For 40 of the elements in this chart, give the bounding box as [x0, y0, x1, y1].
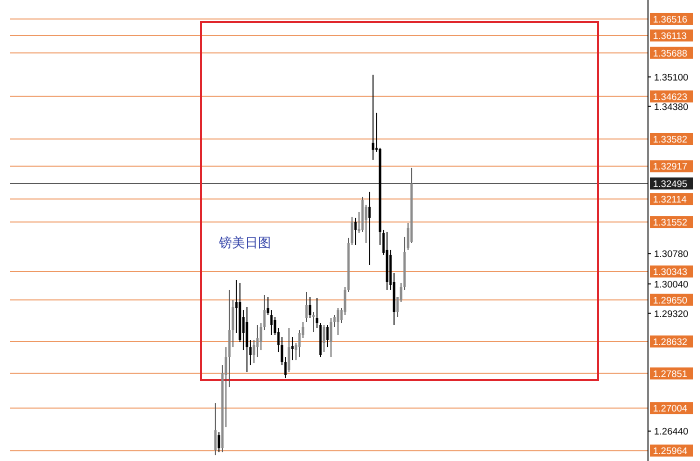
y-tick-label: 1.34380	[654, 102, 688, 113]
y-tick-label: 1.26440	[654, 426, 688, 438]
ref-line-label: 1.30343	[653, 266, 688, 278]
ref-label: 1.30343	[650, 265, 693, 278]
ref-line-label: 1.31552	[653, 218, 688, 229]
annotation: 镑美日图	[218, 235, 271, 250]
ref-line-label: 1.33582	[653, 134, 688, 146]
ref-label: 1.27851	[650, 367, 693, 380]
ref-label: 1.25964	[650, 444, 693, 458]
ref-line-label: 1.28632	[653, 336, 688, 348]
ref-label: 1.36516	[650, 12, 693, 26]
y-tick-label: 1.29320	[654, 308, 688, 320]
candlestick	[214, 402, 217, 456]
ref-line-label: 1.32917	[653, 162, 688, 173]
y-tick-label: 1.30780	[654, 249, 688, 260]
ref-line-label: 1.34623	[653, 92, 688, 103]
y-tick-label: 1.30040	[654, 279, 688, 290]
ref-label: 1.34623	[650, 90, 693, 103]
ref-label: 1.31552	[650, 216, 693, 229]
ref-line-label: 1.25964	[653, 446, 688, 458]
ref-label: 1.33582	[650, 133, 693, 146]
ref-label: 1.32917	[650, 160, 693, 173]
ref-line-label: 1.36113	[653, 30, 687, 42]
ref-line-label: 1.27851	[653, 368, 688, 380]
ref-label: 1.35688	[650, 46, 693, 60]
ref-label: 1.32495	[650, 177, 693, 190]
ref-line-label: 1.35688	[653, 48, 688, 60]
ref-line-label: 1.29650	[653, 295, 688, 306]
ref-line-label: 1.27004	[653, 404, 688, 415]
candlestick	[252, 340, 256, 364]
ref-line-label: 1.36516	[653, 14, 688, 26]
ref-line-label: 1.32114	[653, 194, 687, 206]
candlestick	[218, 432, 220, 453]
ref-line-label: 1.32495	[653, 178, 688, 190]
ref-label: 1.36113	[650, 29, 693, 42]
ref-label: 1.29650	[650, 294, 693, 306]
ref-label: 1.27004	[650, 402, 693, 415]
ref-label: 1.32114	[650, 193, 693, 206]
y-tick-label: 1.35100	[654, 72, 688, 84]
ref-label: 1.28632	[650, 335, 693, 348]
